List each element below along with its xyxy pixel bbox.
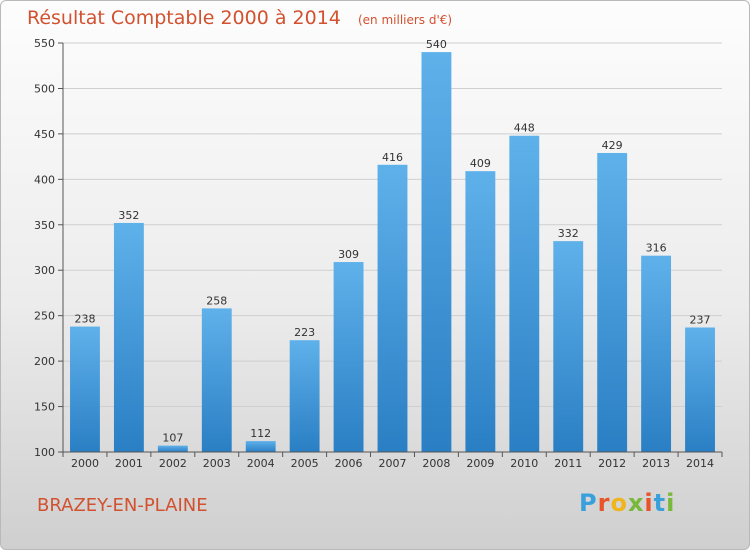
x-tick-label: 2002 [159,457,187,470]
bar-value-label: 309 [338,248,359,261]
y-tick-label: 150 [34,401,55,414]
chart-title: Résultat Comptable 2000 à 2014 [27,7,341,29]
bars: 238 352 107 258 112 223 309 416 540 409 448 332 429 3… [70,38,715,453]
y-tick-label: 250 [34,310,55,323]
title-block: Résultat Comptable 2000 à 2014 (en milli… [27,7,452,29]
bar-value-label: 429 [602,139,623,152]
y-tick-label: 200 [34,355,55,368]
bar-2000 [70,326,100,452]
bar-2002 [157,445,188,452]
logo-letter: t [653,489,667,517]
y-tick-label: 550 [34,37,55,50]
x-tick-label: 2008 [422,457,450,470]
bar-2008 [421,52,452,452]
logo-letter: o [610,489,628,517]
bar-value-label: 223 [294,326,315,339]
y-tick-label: 400 [34,173,55,186]
bar-2006 [333,262,364,452]
x-tick-label: 2014 [686,457,714,470]
proxiti-logo[interactable]: Proxiti [579,489,675,517]
bar-2001 [113,222,144,452]
bar-2012 [597,152,628,452]
x-tick-label: 2009 [466,457,494,470]
y-axis: 100 150 200 250 300 350 400 450 500 550 [34,37,64,459]
y-tick-label: 500 [34,82,55,95]
bar-value-label: 332 [558,227,579,240]
logo-letter: r [597,489,611,517]
chart-subtitle: (en milliers d'€) [357,13,453,27]
x-tick-label: 2001 [115,457,143,470]
bar-value-label: 409 [470,157,491,170]
bar-2003 [201,308,232,452]
x-tick-label: 2013 [642,457,670,470]
bar-value-label: 540 [426,38,447,51]
logo-letter: i [666,489,676,517]
bar-2005 [289,340,320,452]
bar-value-label: 112 [250,427,271,440]
bar-value-label: 237 [690,313,711,326]
bar-value-label: 448 [514,122,535,135]
logo-letter: P [579,489,598,517]
bar-2010 [509,135,540,452]
bar-value-label: 352 [118,209,139,222]
bar-value-label: 238 [74,313,95,326]
commune-name: BRAZEY-EN-PLAINE [37,495,208,516]
y-tick-label: 300 [34,264,55,277]
bar-2014 [685,327,715,452]
x-tick-label: 2000 [71,457,99,470]
bar-2007 [377,164,408,452]
bar-value-label: 258 [206,294,227,307]
x-tick-label: 2012 [598,457,626,470]
logo-letter: i [644,489,654,517]
x-tick-label: 2005 [291,457,319,470]
bar-value-label: 107 [162,432,183,445]
bar-2013 [641,255,672,452]
bar-2009 [465,171,496,453]
x-tick-label: 2003 [203,457,231,470]
y-tick-label: 450 [34,128,55,141]
y-tick-label: 100 [34,446,55,459]
x-tick-label: 2004 [247,457,275,470]
y-tick-label: 350 [34,219,55,232]
bar-value-label: 316 [646,242,667,255]
x-tick-label: 2007 [379,457,407,470]
bar-value-label: 416 [382,151,403,164]
x-tick-label: 2006 [335,457,363,470]
x-tick-label: 2010 [510,457,538,470]
bar-2011 [553,241,584,452]
bar-chart: 100 150 200 250 300 350 400 450 500 550 238 352 107… [34,37,723,470]
logo-letter: x [627,489,645,517]
x-tick-label: 2011 [554,457,582,470]
x-axis: 2000 2001 2002 2003 2004 2005 2006 2007 2008 2009… [62,451,723,470]
bar-2004 [245,441,276,452]
